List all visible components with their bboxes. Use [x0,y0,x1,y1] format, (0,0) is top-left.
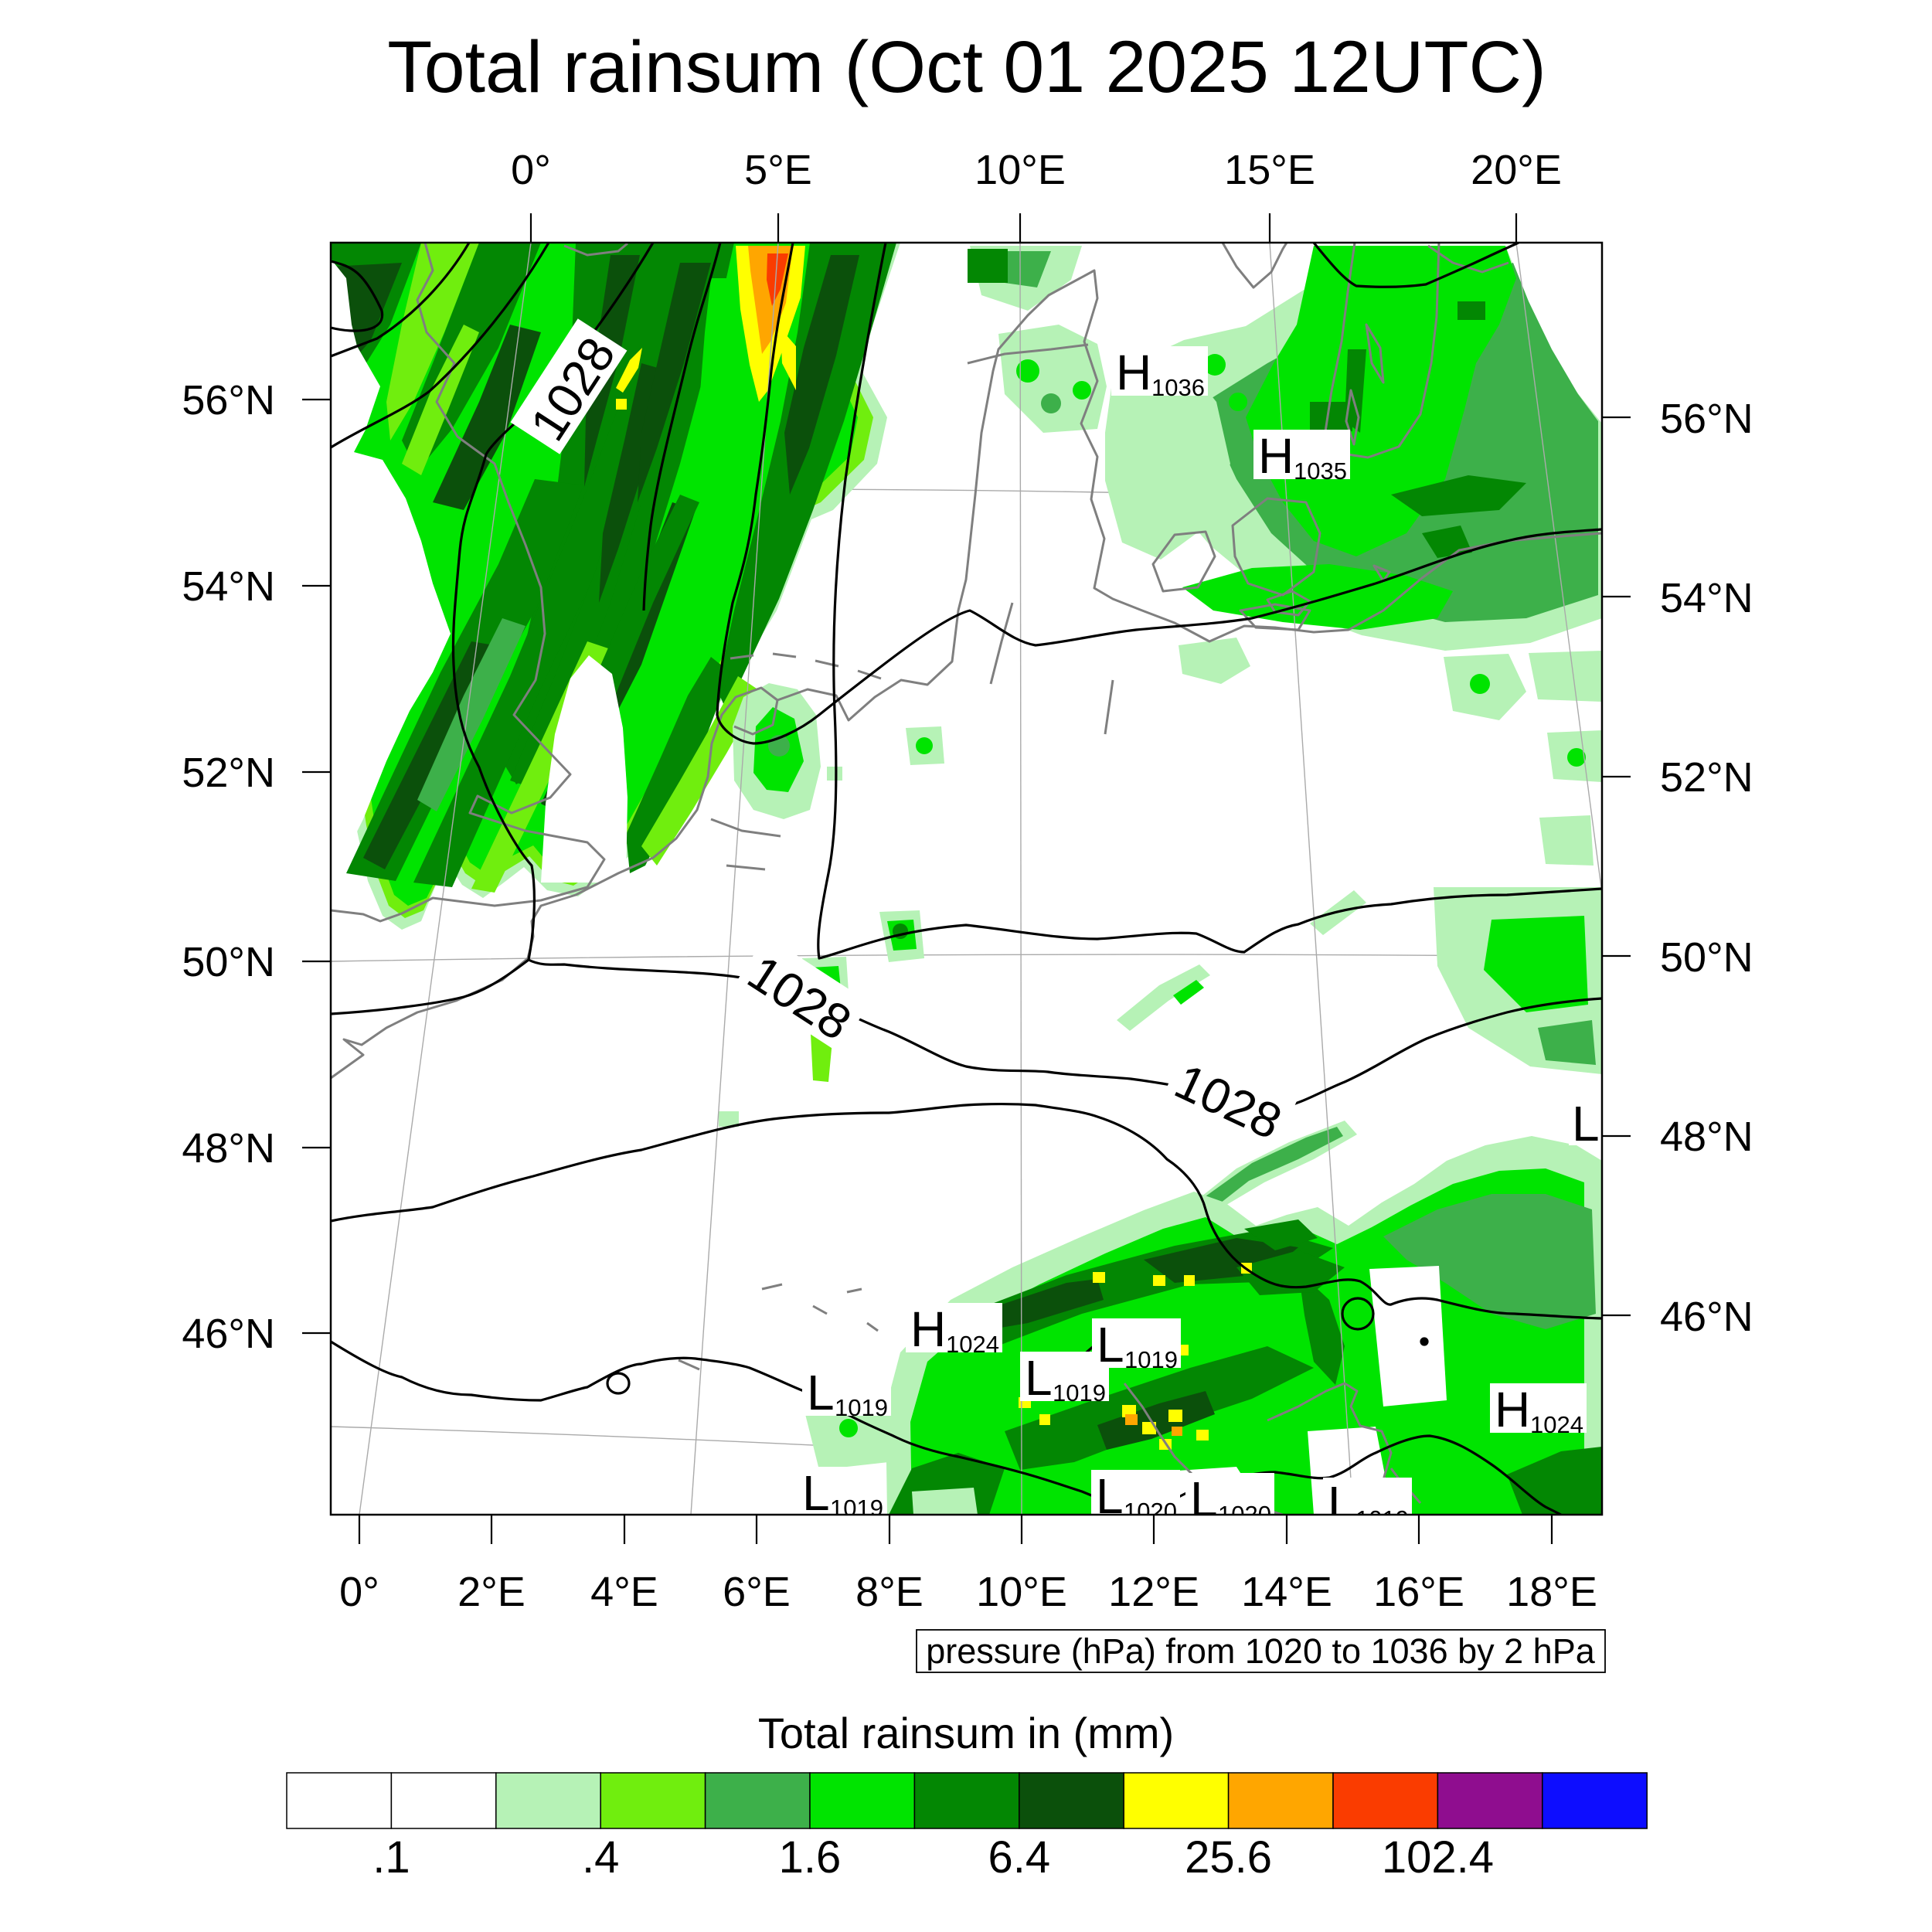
svg-text:L: L [1096,1468,1124,1524]
svg-text:50°N: 50°N [182,939,275,985]
svg-text:18°E: 18°E [1506,1569,1597,1615]
svg-text:1019: 1019 [1053,1379,1106,1406]
svg-text:1036: 1036 [1151,374,1205,401]
svg-text:1020: 1020 [1218,1501,1271,1528]
svg-text:6.4: 6.4 [988,1832,1050,1883]
svg-text:15°E: 15°E [1224,147,1315,193]
svg-text:10°E: 10°E [976,1569,1067,1615]
svg-text:6°E: 6°E [723,1569,791,1615]
svg-text:L: L [1025,1350,1053,1406]
svg-text:25.6: 25.6 [1185,1832,1272,1883]
svg-text:5°E: 5°E [744,147,812,193]
svg-text:1035: 1035 [1294,457,1347,485]
svg-text:L: L [802,1465,830,1521]
svg-text:.4: .4 [582,1832,619,1883]
svg-text:12°E: 12°E [1108,1569,1199,1615]
svg-text:1024: 1024 [1530,1411,1583,1438]
svg-text:0°: 0° [339,1569,379,1615]
svg-text:8°E: 8°E [855,1569,923,1615]
svg-text:1.6: 1.6 [779,1832,842,1883]
svg-text:10°E: 10°E [975,147,1066,193]
svg-text:.1: .1 [372,1832,410,1883]
svg-text:H: H [1258,428,1294,484]
svg-text:H: H [910,1301,946,1357]
svg-text:Total rainsum (Oct 01 2025 12U: Total rainsum (Oct 01 2025 12UTC) [387,26,1546,108]
svg-text:14°E: 14°E [1241,1569,1332,1615]
svg-text:1019: 1019 [1355,1505,1409,1532]
svg-text:52°N: 52°N [182,750,275,796]
svg-text:102.4: 102.4 [1382,1832,1494,1883]
svg-text:48°N: 48°N [182,1125,275,1172]
svg-text:102: 102 [1600,1128,1640,1155]
svg-text:48°N: 48°N [1660,1114,1753,1160]
svg-text:L: L [1097,1317,1124,1372]
svg-text:Total rainsum in (mm): Total rainsum in (mm) [758,1709,1174,1757]
svg-text:50°N: 50°N [1660,934,1753,981]
svg-text:4°E: 4°E [590,1569,658,1615]
svg-text:2°E: 2°E [457,1569,526,1615]
svg-text:1020: 1020 [1124,1498,1177,1525]
svg-text:54°N: 54°N [182,563,275,610]
svg-text:L: L [1572,1096,1600,1151]
svg-text:1019: 1019 [835,1394,888,1421]
svg-text:54°N: 54°N [1660,575,1753,621]
svg-text:46°N: 46°N [1660,1294,1753,1340]
svg-text:H: H [1116,345,1151,400]
svg-text:56°N: 56°N [1660,396,1753,442]
svg-text:52°N: 52°N [1660,754,1753,801]
svg-text:L: L [1190,1471,1218,1527]
svg-text:56°N: 56°N [182,377,275,423]
svg-text:46°N: 46°N [182,1311,275,1357]
svg-text:16°E: 16°E [1373,1569,1464,1615]
svg-text:L: L [1328,1476,1355,1532]
svg-text:20°E: 20°E [1471,147,1562,193]
svg-text:H: H [1495,1382,1530,1437]
svg-text:1019: 1019 [1124,1346,1178,1373]
svg-text:L: L [807,1365,835,1420]
svg-text:pressure (hPa) from 1020 to 10: pressure (hPa) from 1020 to 1036 by 2 hP… [926,1631,1595,1671]
svg-text:1019: 1019 [830,1495,883,1522]
svg-text:0°: 0° [511,147,551,193]
svg-text:1024: 1024 [946,1331,999,1358]
